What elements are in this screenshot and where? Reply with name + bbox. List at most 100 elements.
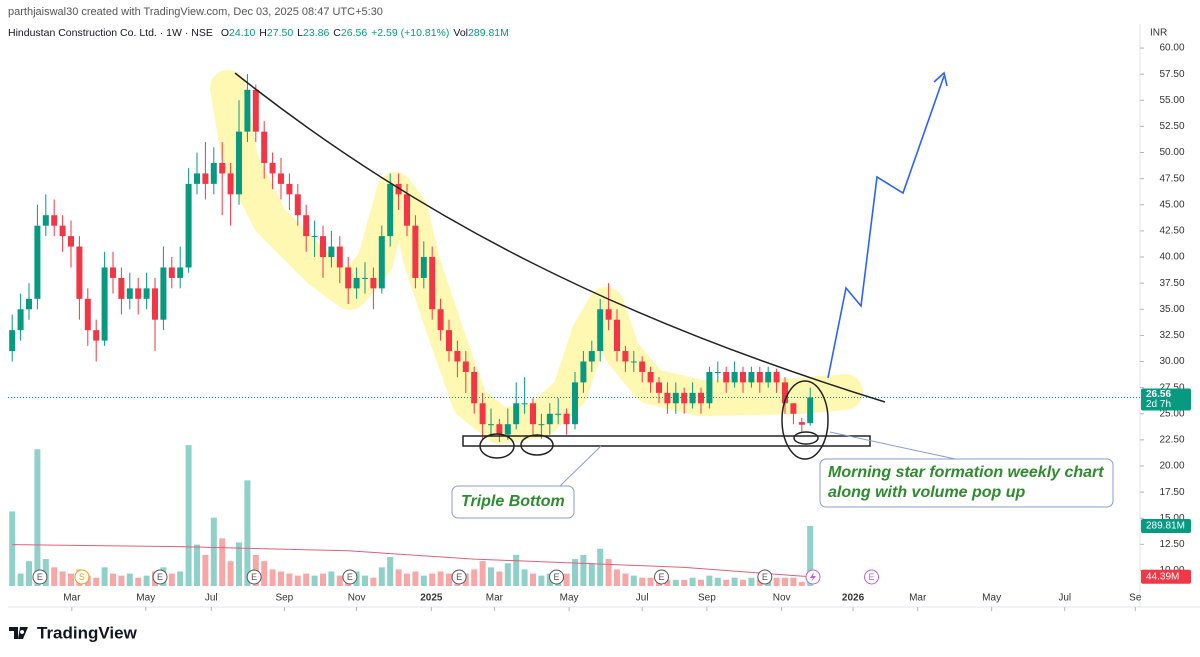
candle-body: [294, 194, 301, 216]
bottom-circle: [520, 434, 554, 456]
x-tick-label: Jul: [1058, 593, 1071, 604]
x-tick-label: May: [982, 593, 1001, 604]
candle-body: [782, 382, 788, 404]
event-marker: [654, 569, 670, 585]
x-tick-label: Jul: [205, 593, 218, 604]
candle-body: [664, 392, 671, 404]
event-label: E: [659, 572, 665, 582]
event-marker: [757, 569, 773, 585]
legend-value: 24.10: [229, 27, 255, 39]
y-tick-label: 22.50: [1159, 435, 1184, 446]
volume-bar: [143, 575, 150, 586]
volume-bar: [798, 581, 805, 586]
candle-body: [118, 277, 125, 299]
legend-key: L: [297, 27, 303, 39]
volume-bar: [756, 579, 763, 586]
volume-bar: [404, 573, 410, 586]
event-marker: [451, 569, 467, 585]
volume-bar: [748, 577, 755, 586]
candle-body: [387, 183, 394, 237]
candle-body: [538, 424, 545, 426]
candle-body: [513, 403, 520, 425]
event-marker: [152, 569, 168, 585]
event-label: E: [157, 572, 163, 582]
candle-body: [378, 236, 385, 289]
volume-bar: [504, 563, 511, 586]
callout-box: [451, 485, 575, 519]
event-label: E: [869, 572, 875, 582]
bottom-circle: [793, 431, 819, 445]
volume-bar: [362, 575, 368, 586]
volume-bar: [479, 561, 486, 586]
candle-body: [269, 162, 276, 174]
volume-bar: [244, 480, 251, 586]
volume-bar: [446, 573, 452, 586]
candle-body: [51, 215, 58, 226]
y-tick-label: 17.50: [1159, 487, 1184, 498]
y-tick-label: 40.00: [1159, 252, 1184, 263]
last-price: 26.56: [1146, 389, 1171, 400]
volume-bar: [614, 569, 620, 586]
x-tick-label: 2025: [420, 593, 443, 604]
y-tick-label: 47.50: [1159, 173, 1184, 184]
volume-bar: [261, 561, 268, 586]
x-tick-label: Nov: [348, 593, 366, 604]
candle-body: [723, 371, 730, 383]
candle-body: [622, 351, 629, 362]
volume-bar: [689, 577, 696, 586]
volume-ma-value: 44.39M: [1146, 571, 1179, 582]
candle-body: [194, 173, 200, 184]
volume-bar: [185, 445, 192, 586]
candle-body: [244, 89, 251, 132]
x-tick-label: May: [136, 593, 155, 604]
legend-value: 23.86: [303, 27, 329, 39]
candle-body: [672, 392, 679, 404]
volume-bar: [135, 577, 142, 586]
candle-body: [521, 403, 528, 405]
currency: INR: [1150, 28, 1167, 39]
volume-bar: [681, 579, 688, 586]
volume-bar: [714, 577, 721, 586]
candle-body: [807, 397, 814, 424]
volume-bar: [311, 575, 318, 586]
candle-body: [731, 371, 738, 383]
candle-body: [34, 225, 41, 299]
candle-body: [454, 351, 461, 362]
candle-body: [689, 392, 696, 404]
y-tick-label: 52.50: [1159, 121, 1184, 132]
y-tick-label: 50.00: [1159, 147, 1184, 158]
candle-body: [630, 361, 637, 363]
candle-body: [798, 422, 805, 425]
candle-body: [395, 183, 402, 195]
volume-ma-badge: [1141, 569, 1191, 584]
volume-bar: [698, 579, 704, 586]
candle-body: [420, 257, 427, 278]
candle-body: [370, 277, 377, 289]
volume-bar: [563, 573, 570, 586]
event-marker: [342, 569, 358, 585]
event-marker: [864, 569, 880, 585]
legend-value: 26.56: [341, 27, 367, 39]
candle-body: [437, 309, 444, 331]
legend: Hindustan Construction Co. Ltd. · 1W · N…: [8, 27, 509, 39]
y-tick-label: 55.00: [1159, 95, 1184, 106]
y-tick-label: 20.00: [1159, 461, 1184, 472]
volume-bar: [9, 511, 16, 586]
candle-body: [546, 413, 553, 425]
legend-key: H: [259, 27, 267, 39]
x-tick-label: Mar: [909, 593, 927, 604]
volume-bar: [647, 577, 654, 586]
volume-bar: [740, 579, 746, 586]
volume-value: 289.81M: [1146, 521, 1185, 532]
y-tick-label: 45.00: [1159, 199, 1184, 210]
y-tick-label: 57.50: [1159, 69, 1184, 80]
event-marker: [74, 569, 90, 585]
y-tick-label: 37.50: [1159, 278, 1184, 289]
candle-body: [252, 89, 259, 132]
legend-value: 289.81M: [468, 27, 509, 39]
candle-body: [740, 371, 746, 383]
candle-body: [93, 330, 100, 341]
candle-body: [236, 131, 242, 195]
candle-body: [110, 267, 116, 278]
